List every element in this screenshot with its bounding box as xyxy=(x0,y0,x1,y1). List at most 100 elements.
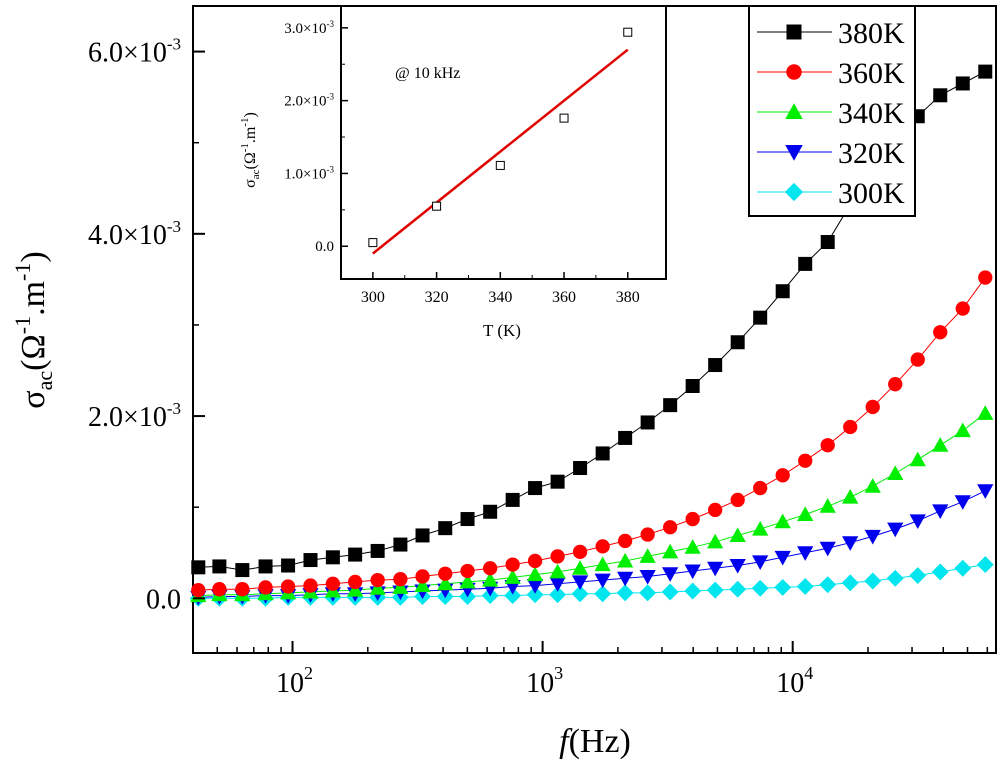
inset-data-point xyxy=(495,160,505,170)
data-point-360K xyxy=(550,549,565,564)
inset-data-point xyxy=(432,201,442,211)
series-line-360K xyxy=(198,277,986,591)
data-point-360K xyxy=(933,325,948,340)
data-point-340K xyxy=(414,577,431,593)
data-point-380K xyxy=(281,558,296,573)
inset-fit-line xyxy=(372,48,629,255)
inset-y-tick-label: 2.0×10-3 xyxy=(284,92,334,110)
data-point-380K xyxy=(753,310,768,325)
series-line-340K xyxy=(198,412,986,597)
data-point-340K xyxy=(864,478,881,493)
data-point-300K xyxy=(729,580,747,598)
data-point-360K xyxy=(235,582,250,597)
data-point-320K xyxy=(819,541,836,557)
data-point-340K xyxy=(369,580,386,595)
data-point-380K xyxy=(212,559,227,574)
data-point-360K xyxy=(212,582,227,597)
data-point-360K xyxy=(798,453,813,468)
y-label-sub: ac xyxy=(32,371,57,391)
inset-frame xyxy=(340,5,667,280)
data-point-340K xyxy=(662,543,679,559)
inset-x-tick-label: 360 xyxy=(552,289,576,306)
data-point-320K xyxy=(774,550,791,566)
data-point-380K xyxy=(370,543,385,558)
data-point-360K xyxy=(370,572,385,588)
y-label-close: ) xyxy=(15,251,52,262)
data-point-300K xyxy=(864,572,882,590)
data-point-360K xyxy=(708,502,723,518)
data-point-360K xyxy=(865,399,880,415)
x-tick-label: 102 xyxy=(276,663,313,699)
data-point-360K xyxy=(730,492,745,508)
data-point-380K xyxy=(663,398,678,413)
main-series-markers xyxy=(189,64,994,607)
legend: 380K 360K 340K 320K 300K xyxy=(748,5,916,217)
legend-marker-340K xyxy=(785,103,803,119)
data-point-340K xyxy=(887,465,904,480)
y-tick-label-exponent: -3 xyxy=(167,399,181,418)
inset-y-label-mid: .m xyxy=(242,126,259,143)
data-point-380K xyxy=(505,492,520,507)
inset-content: 300 320 340 360 3800.01.0×10-32.0×10-33.0×10… xyxy=(284,19,639,306)
data-point-360K xyxy=(685,511,700,527)
data-point-380K xyxy=(550,474,565,489)
data-point-320K xyxy=(684,564,701,580)
data-point-360K xyxy=(325,576,341,591)
data-point-340K xyxy=(526,566,544,582)
data-point-340K xyxy=(594,556,611,572)
inset-annotation: @ 10 kHz xyxy=(395,65,460,82)
data-point-380K xyxy=(798,256,813,271)
data-point-360K xyxy=(775,468,790,483)
inset-y-label-close: ) xyxy=(242,112,259,117)
data-point-380K xyxy=(303,553,318,568)
data-point-360K xyxy=(663,520,678,535)
data-point-380K xyxy=(685,378,700,393)
data-point-300K xyxy=(504,587,522,605)
data-point-300K xyxy=(931,563,949,581)
legend-label-380K: 380K xyxy=(838,17,905,50)
inset-chart: 300 320 340 360 3800.01.0×10-32.0×10-33.0×10… xyxy=(239,5,667,340)
legend-label-360K: 360K xyxy=(838,57,905,90)
data-point-340K xyxy=(729,527,746,542)
data-point-380K xyxy=(528,481,543,496)
data-point-340K xyxy=(842,489,859,504)
data-point-320K xyxy=(977,484,994,499)
data-point-360K xyxy=(617,533,633,549)
x-axis-label: f(Hz) xyxy=(559,723,631,760)
data-point-360K xyxy=(843,419,858,435)
data-point-340K xyxy=(797,506,814,521)
data-point-340K xyxy=(819,498,836,513)
x-tick-base: 10 xyxy=(276,668,304,699)
y-tick-label-mantissa: 2.0×10 xyxy=(88,402,167,433)
x-tick-exp: 2 xyxy=(304,663,313,683)
y-tick-label-mantissa: 4.0×10 xyxy=(88,220,167,251)
data-point-360K xyxy=(572,544,588,559)
data-point-340K xyxy=(482,571,499,587)
legend-marker-380K xyxy=(786,24,802,40)
data-point-360K xyxy=(820,438,835,453)
data-point-380K xyxy=(978,64,993,79)
data-point-340K xyxy=(347,581,364,597)
inset-x-axis-label: T (K) xyxy=(483,321,521,340)
data-point-320K xyxy=(909,514,926,529)
data-point-340K xyxy=(977,405,994,420)
y-tick-label: 2.0×10-3 xyxy=(88,399,181,433)
data-point-360K xyxy=(303,578,318,593)
y-tick-label-exponent: -3 xyxy=(167,217,181,236)
y-tick-label-mantissa: 6.0×10 xyxy=(88,38,167,69)
data-point-320K xyxy=(864,529,881,545)
inset-y-tick-label-exponent: -3 xyxy=(327,164,335,174)
data-point-360K xyxy=(483,561,498,576)
data-point-360K xyxy=(505,557,520,572)
data-point-320K xyxy=(752,555,769,570)
y-label-sym: σ xyxy=(15,390,52,408)
data-point-340K xyxy=(909,451,926,467)
inset-x-tick-label: 340 xyxy=(488,289,512,306)
inset-data-point xyxy=(623,27,633,37)
data-point-300K xyxy=(639,584,657,602)
data-point-340K xyxy=(639,548,656,563)
data-point-320K xyxy=(729,559,746,574)
data-point-340K xyxy=(707,533,724,549)
data-point-360K xyxy=(753,480,768,496)
